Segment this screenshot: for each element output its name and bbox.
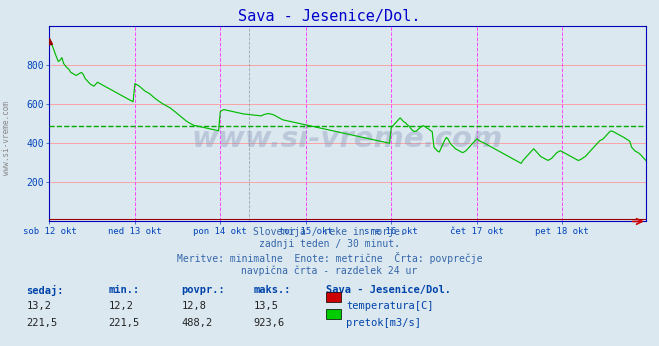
Text: temperatura[C]: temperatura[C] [346, 301, 434, 311]
Text: 13,2: 13,2 [26, 301, 51, 311]
Text: 13,5: 13,5 [254, 301, 279, 311]
Text: 488,2: 488,2 [181, 318, 212, 328]
Text: Sava - Jesenice/Dol.: Sava - Jesenice/Dol. [326, 285, 451, 295]
Text: 923,6: 923,6 [254, 318, 285, 328]
Text: 12,2: 12,2 [109, 301, 134, 311]
Text: povpr.:: povpr.: [181, 285, 225, 295]
Text: pretok[m3/s]: pretok[m3/s] [346, 318, 421, 328]
Text: navpična črta - razdelek 24 ur: navpična črta - razdelek 24 ur [241, 265, 418, 275]
Text: 12,8: 12,8 [181, 301, 206, 311]
Text: www.si-vreme.com: www.si-vreme.com [2, 101, 11, 175]
Text: Sava - Jesenice/Dol.: Sava - Jesenice/Dol. [239, 9, 420, 24]
Text: zadnji teden / 30 minut.: zadnji teden / 30 minut. [259, 239, 400, 249]
Text: Meritve: minimalne  Enote: metrične  Črta: povprečje: Meritve: minimalne Enote: metrične Črta:… [177, 252, 482, 264]
Text: www.si-vreme.com: www.si-vreme.com [192, 125, 503, 153]
Text: maks.:: maks.: [254, 285, 291, 295]
Text: sedaj:: sedaj: [26, 285, 64, 297]
Text: 221,5: 221,5 [109, 318, 140, 328]
Text: 221,5: 221,5 [26, 318, 57, 328]
Text: min.:: min.: [109, 285, 140, 295]
Text: Slovenija / reke in morje.: Slovenija / reke in morje. [253, 227, 406, 237]
